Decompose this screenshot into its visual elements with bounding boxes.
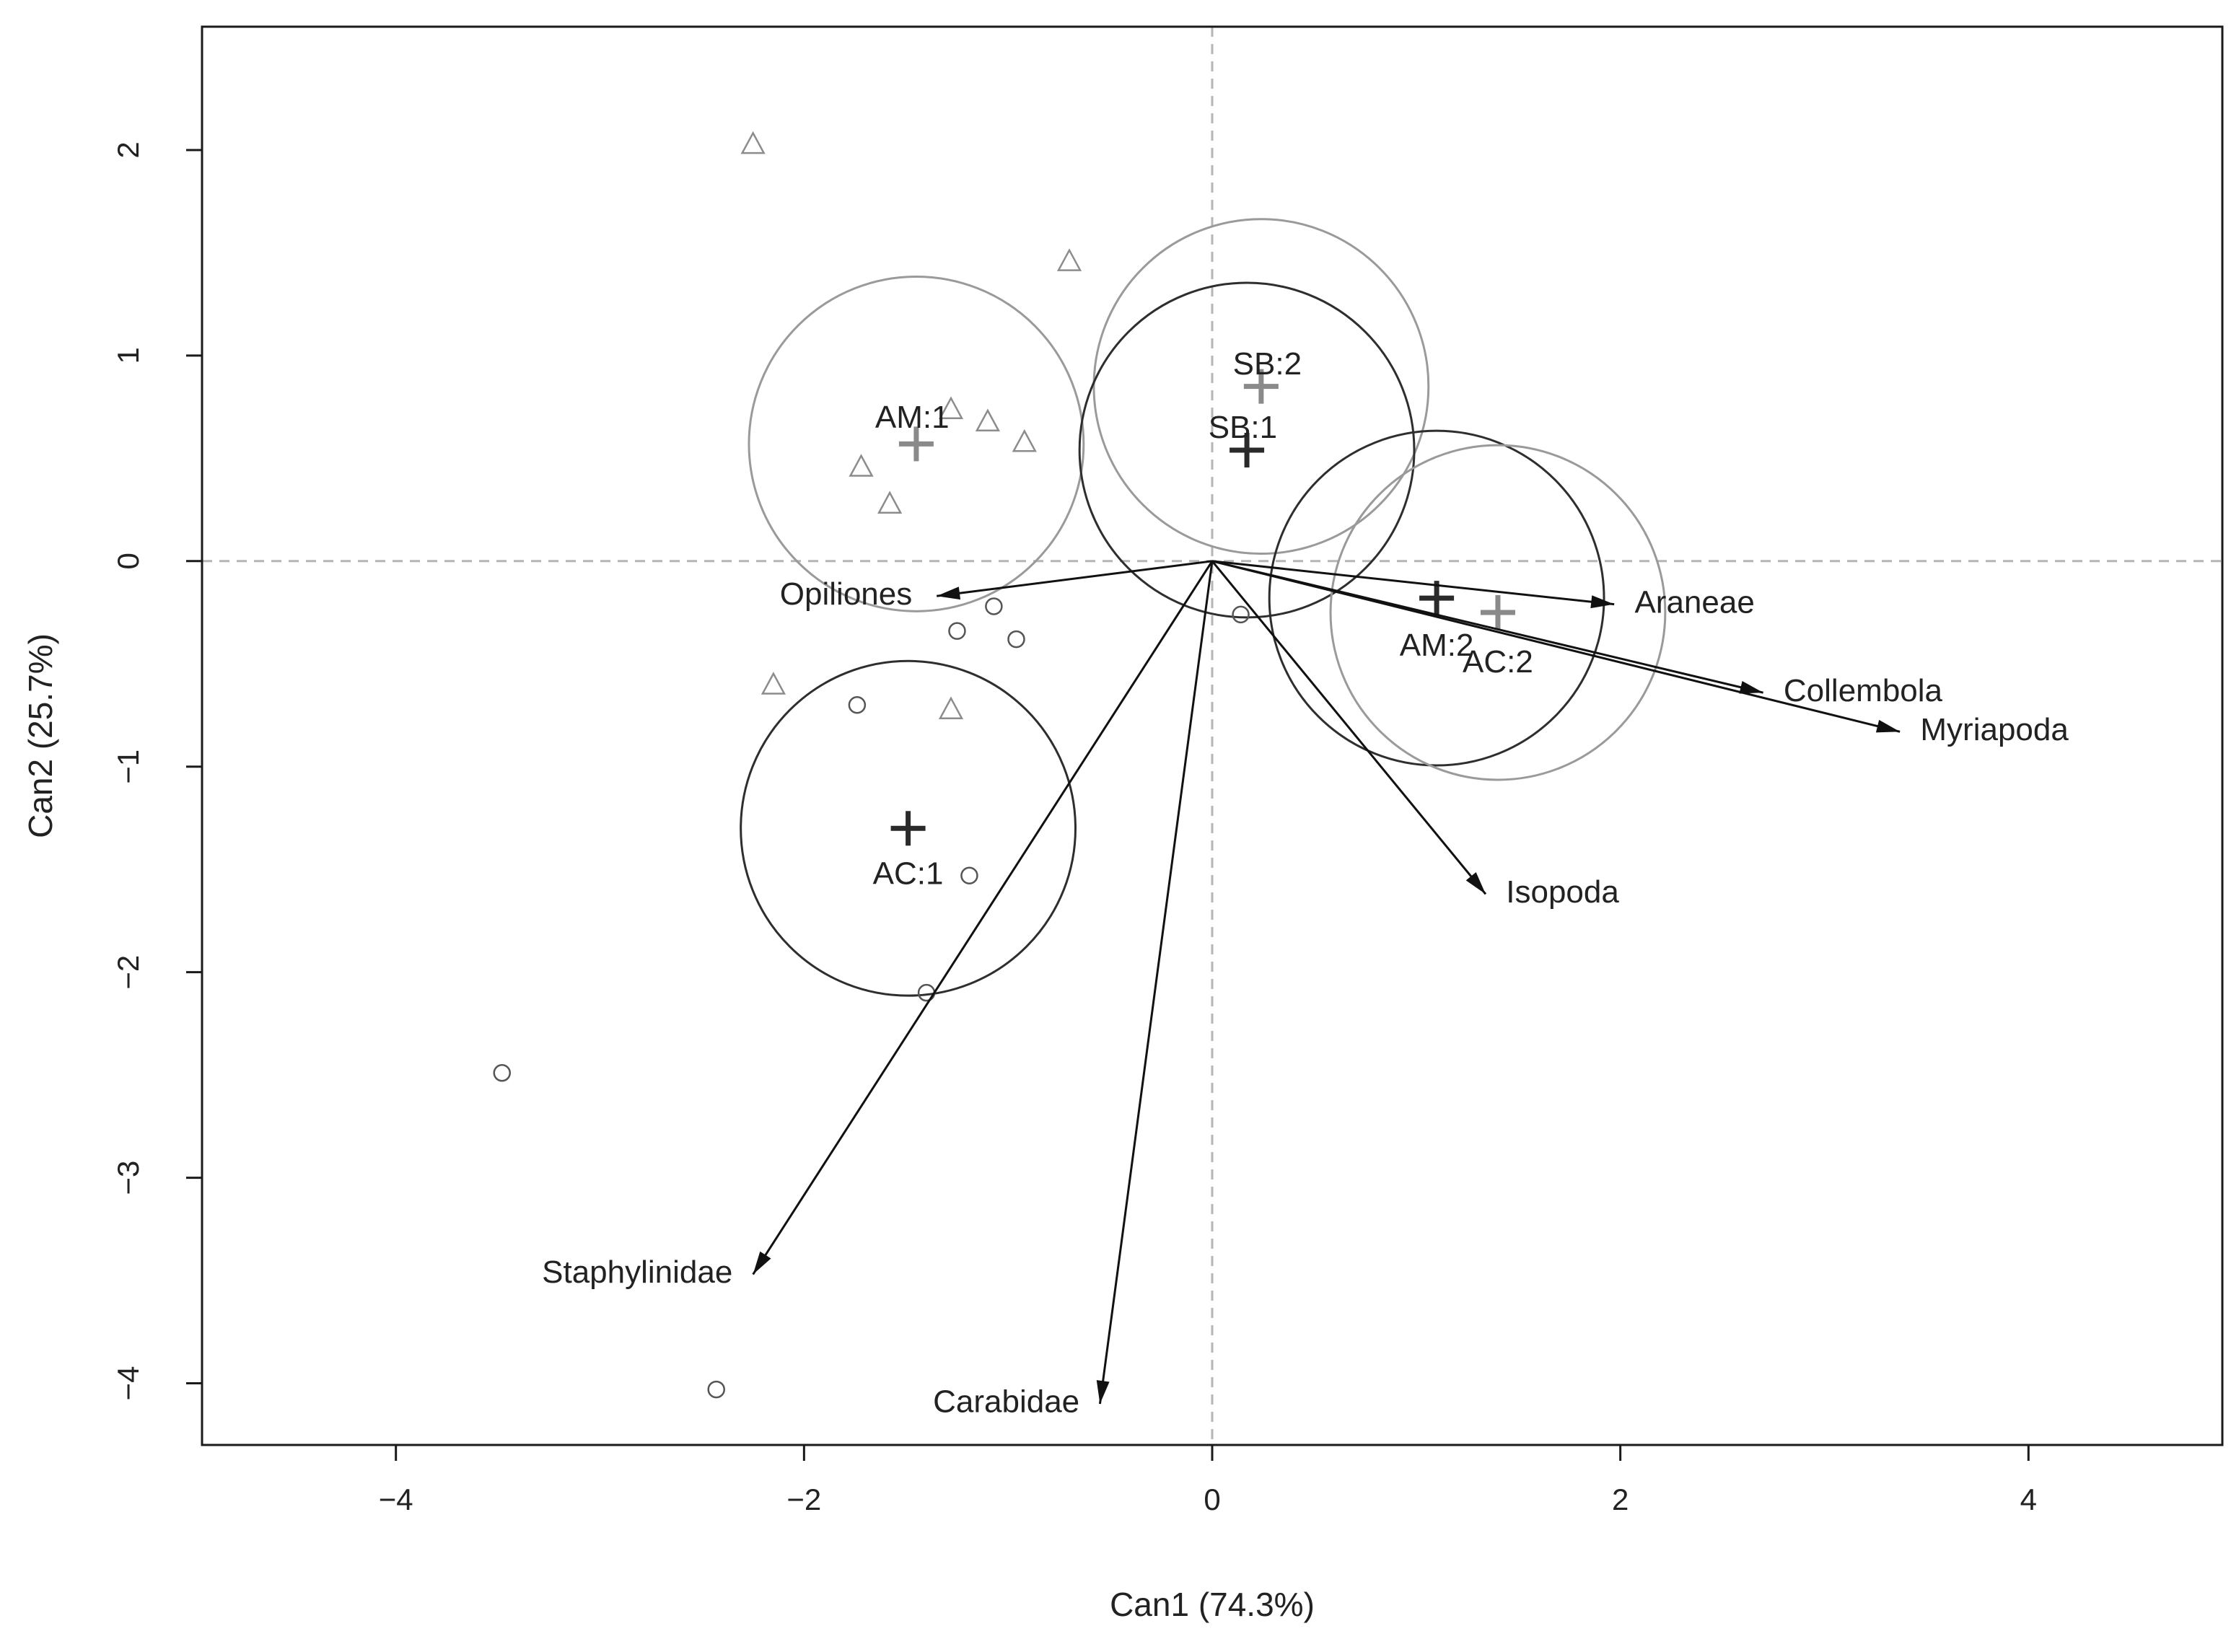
group-circle [740,659,1077,997]
circle-point [848,696,867,714]
y-axis-title: Can2 (25.7%) [22,633,59,838]
centroid-label: SB:2 [1233,346,1302,382]
y-tick-label: −4 [111,1366,145,1401]
triangle-point [975,408,1000,432]
vector-line [1211,560,1901,733]
circle-point [1232,605,1250,624]
triangle-point [740,131,766,154]
vector-line [1098,561,1214,1405]
x-tick-label: 0 [1204,1482,1220,1516]
observation-points [493,131,1250,1399]
group-circle [1268,429,1605,767]
triangle-point [761,672,786,695]
vector-label: Carabidae [933,1384,1079,1420]
vector-label: Collembola [1784,673,1943,708]
circle-point [493,1064,512,1082]
triangle-point [849,454,874,477]
vector-arrowhead [937,586,961,600]
group-centroids: AM:1 SB:2 SB:1 AM:2AC:2 AC:1 [873,346,1533,892]
centroid-label: AM:1 [875,400,950,435]
vector-label: Opiliones [780,576,912,612]
vector-label: Staphylinidae [542,1255,732,1290]
circle-point [960,866,978,885]
y-tick-label: 1 [111,347,145,364]
vector-line [936,560,1213,597]
triangle-point [1056,248,1082,271]
circle-point [707,1380,725,1399]
circle-point [948,622,966,640]
vector-arrowhead [753,1251,771,1275]
vector-arrowhead [1096,1380,1110,1405]
vector-line [752,560,1214,1275]
triangle-point [1012,429,1037,452]
y-tick-label: 0 [111,553,145,569]
circle-point [1007,630,1025,649]
centroid-label: SB:1 [1209,410,1277,445]
y-tick-label: −3 [111,1161,145,1195]
x-axis-title: Can1 (74.3%) [1110,1586,1315,1623]
y-tick-label: 2 [111,141,145,158]
x-tick-label: −4 [379,1482,413,1516]
y-tick-label: −1 [111,750,145,784]
group-confidence-circles [740,218,1667,997]
vector-label: Isopoda [1506,874,1619,910]
axes: −4 −2 0 2 4 −4 −3 −2 −1 0 1 2 [111,141,2037,1516]
vector-arrowhead [1739,680,1763,694]
vector-line [1211,560,1615,606]
vector-arrowhead [1590,595,1615,609]
x-tick-label: 2 [1612,1482,1629,1516]
centroid-label: AM:2 [1400,628,1474,663]
vector-label: Myriapoda [1920,712,2069,747]
group-circle [748,275,1085,612]
vector-arrowhead [1465,871,1486,895]
group-circle [1078,281,1416,619]
group-circle [1329,444,1667,781]
vector-arrowhead [1875,719,1901,733]
vector-line [1211,560,1487,895]
group-circle [1092,218,1430,555]
x-tick-label: −2 [786,1482,821,1516]
x-tick-label: 4 [2020,1482,2037,1516]
centroid-label: AC:2 [1463,644,1533,680]
centroid-label: AC:1 [873,856,944,891]
triangle-point [877,491,903,514]
variable-vectors: Opiliones Araneae Collembola Myriapoda Isopo… [542,560,2069,1420]
vector-label: Araneae [1634,584,1754,620]
triangle-point [938,696,964,719]
circle-point [985,597,1003,615]
triangle-point [938,396,964,419]
y-tick-label: −2 [111,955,145,990]
